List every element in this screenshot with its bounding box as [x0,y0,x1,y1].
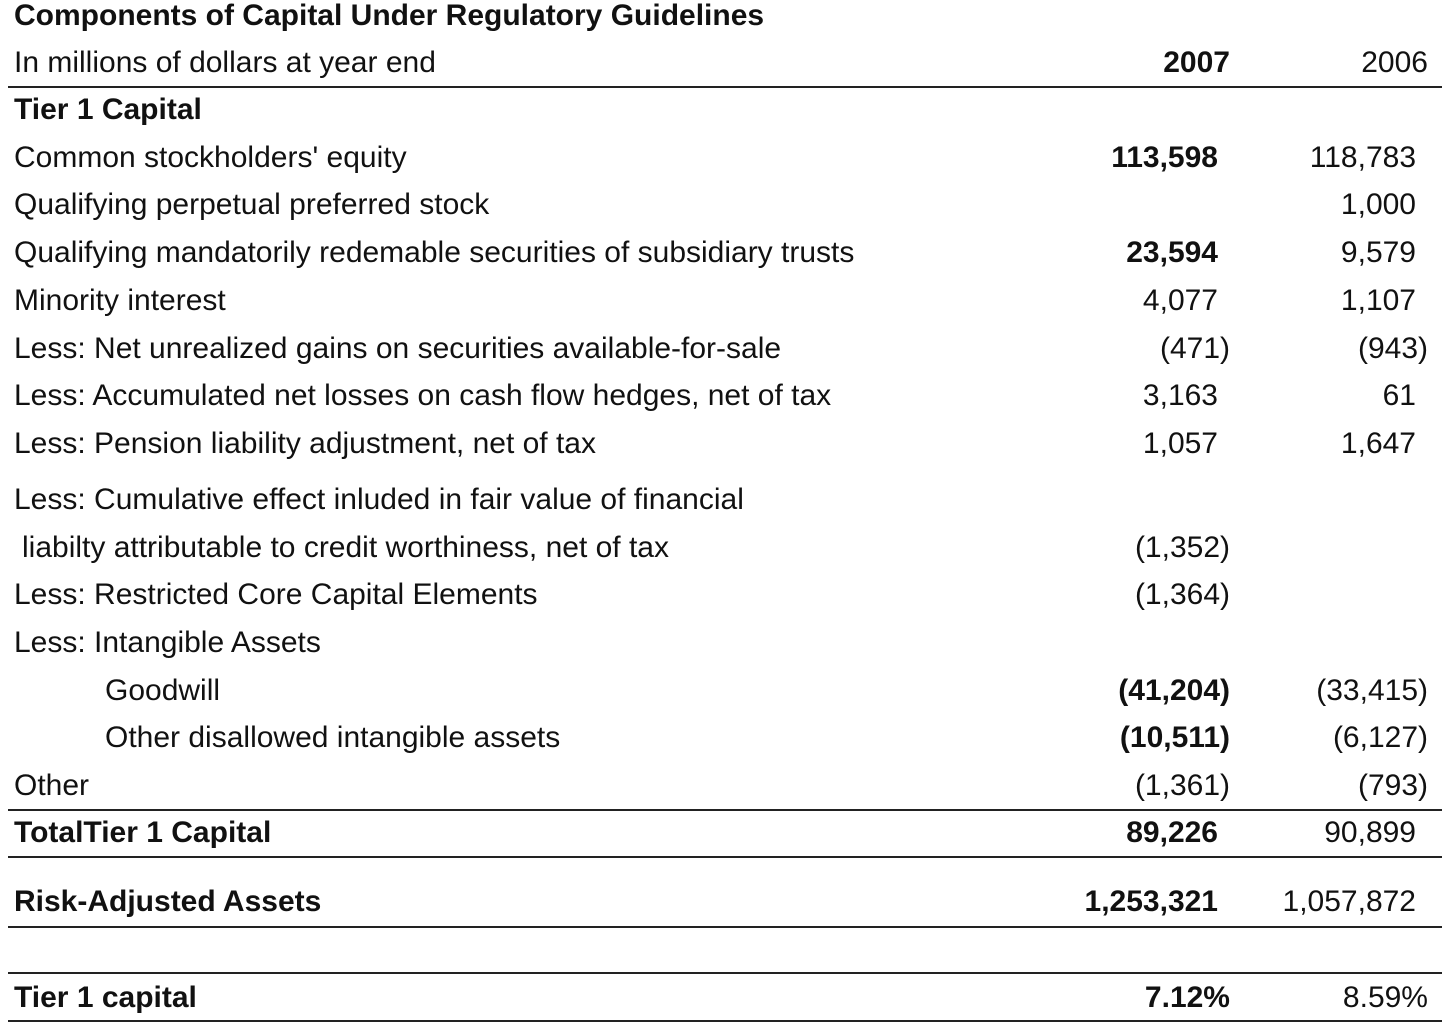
column-header-2007: 2007 [1163,46,1230,79]
value-2007: 4,077 [1142,284,1218,317]
row-label: Qualifying mandatorily redemable securit… [14,236,855,269]
row-label: Less: Intangible Assets [14,626,321,659]
table-row-other: Other (1,361) (793) [0,766,1444,806]
row-label: Risk-Adjusted Assets [14,885,322,918]
value-2007: 1,057 [1142,427,1218,460]
value-2006: 1,647 [1340,427,1416,460]
table-row-cumulative-effect-line2: liabilty attributable to credit worthine… [0,528,1444,568]
value-2007: 3,163 [1142,379,1218,412]
table-row-goodwill: Goodwill (41,204) (33,415) [0,671,1444,711]
row-label: Goodwill [105,674,221,707]
row-label: Tier 1 capital [14,981,197,1014]
title-row: Components of Capital Under Regulatory G… [0,0,1444,36]
table-row-mandatorily-redeemable: Qualifying mandatorily redemable securit… [0,233,1444,273]
value-2007: 89,226 [1126,816,1218,849]
table-row-minority-interest: Minority interest 4,077 1,107 [0,281,1444,321]
value-2006: 8.59% [1342,981,1428,1014]
subtotal-divider [8,809,1442,811]
row-label: Less: Accumulated net losses on cash flo… [14,379,832,412]
value-2007: (41,204) [1118,674,1230,707]
column-header-2006: 2006 [1361,46,1428,79]
value-2007: (1,361) [1134,769,1230,802]
table-row-intangible-header: Less: Intangible Assets [0,623,1444,663]
row-label: Less: Restricted Core Capital Elements [14,578,538,611]
row-label: Less: Net unrealized gains on securities… [14,332,782,365]
row-label: Common stockholders' equity [14,141,407,174]
table-row-tier1-ratio: Tier 1 capital 7.12% 8.59% [0,978,1444,1018]
tier1-section-header: Tier 1 Capital [0,90,1444,130]
value-2006: (6,127) [1332,721,1428,754]
value-2006: 90,899 [1324,816,1416,849]
table-row-unrealized-gains: Less: Net unrealized gains on securities… [0,329,1444,369]
section-title: Tier 1 Capital [14,93,202,126]
value-2007: 1,253,321 [1084,885,1218,918]
value-2007: 23,594 [1126,236,1218,269]
value-2007: (1,364) [1134,578,1230,611]
header-divider [8,86,1442,88]
table-row-other-intangibles: Other disallowed intangible assets (10,5… [0,718,1444,758]
table-row-pension: Less: Pension liability adjustment, net … [0,424,1444,464]
value-2007: (10,511) [1119,721,1230,754]
table-row-cumulative-effect-line1: Less: Cumulative effect inluded in fair … [0,480,1444,520]
value-2007: 113,598 [1111,141,1218,174]
value-2007: (471) [1159,332,1230,365]
table-row-common-equity: Common stockholders' equity 113,598 118,… [0,138,1444,178]
ratio-top-divider [8,972,1442,974]
value-2007: 7.12% [1144,981,1230,1014]
table-row-perpetual-preferred: Qualifying perpetual preferred stock 1,0… [0,185,1444,225]
value-2006: 1,057,872 [1282,885,1416,918]
value-2006: 1,000 [1340,188,1416,221]
table-row-restricted-core: Less: Restricted Core Capital Elements (… [0,575,1444,615]
table-subtitle: In millions of dollars at year end [14,46,436,79]
value-2006: 9,579 [1340,236,1416,269]
value-2006: 61 [1382,379,1416,412]
total-divider [8,856,1442,858]
row-label: Less: Cumulative effect inluded in fair … [14,483,744,516]
value-2006: (33,415) [1316,674,1428,707]
value-2006: (943) [1357,332,1428,365]
table-row-cash-flow-hedges: Less: Accumulated net losses on cash flo… [0,376,1444,416]
value-2006: 1,107 [1340,284,1416,317]
row-label: Other disallowed intangible assets [105,721,561,754]
risk-assets-divider [8,926,1442,928]
row-label: Qualifying perpetual preferred stock [14,188,490,221]
row-label: Minority interest [14,284,226,317]
row-label-continued: liabilty attributable to credit worthine… [22,531,669,564]
ratio-bottom-divider [8,1020,1442,1022]
value-2006: (793) [1357,769,1428,802]
row-label: Other [14,769,90,802]
table-row-total-tier1: TotalTier 1 Capital 89,226 90,899 [0,813,1444,853]
row-label: Less: Pension liability adjustment, net … [14,427,596,460]
table-title: Components of Capital Under Regulatory G… [14,0,765,32]
value-2006: 118,783 [1309,141,1416,174]
column-header-row: In millions of dollars at year end 2007 … [0,43,1444,83]
table-row-risk-adjusted: Risk-Adjusted Assets 1,253,321 1,057,872 [0,882,1444,922]
value-2007: (1,352) [1134,531,1230,564]
row-label: TotalTier 1 Capital [14,816,272,849]
